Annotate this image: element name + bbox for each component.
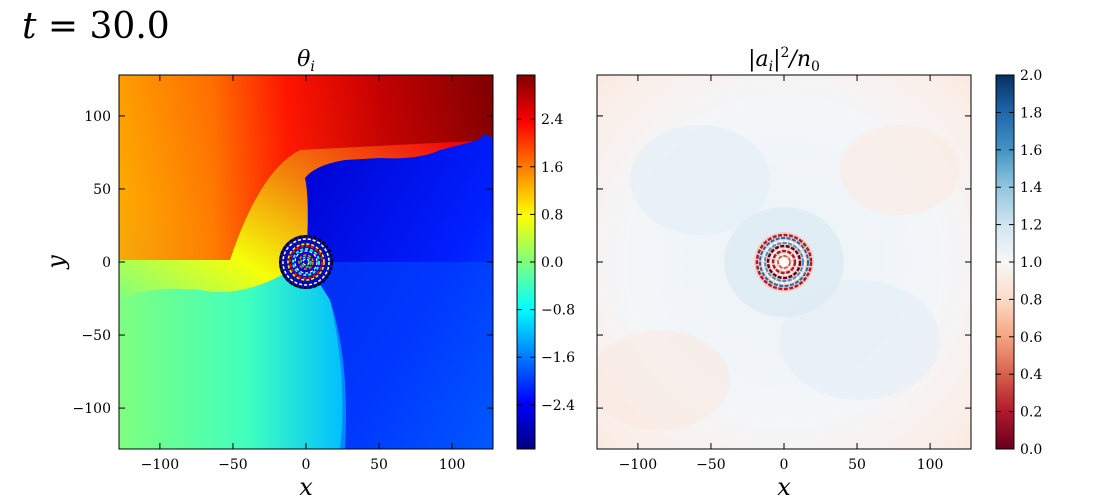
vortex-ring (764, 242, 804, 282)
x-tick-label: −50 (218, 457, 248, 473)
vortex-ring (294, 250, 318, 274)
colorbar-tick-label: −2.4 (541, 398, 575, 414)
density-blob-1 (630, 125, 770, 235)
vortex-center-spot (779, 257, 789, 267)
y-tick-label: 0 (102, 255, 111, 271)
colorbar-right-ticks: 0.0 0.2 0.4 0.6 0.8 1.0 1.2 1.4 1.6 1.8 2.0 (996, 68, 1042, 458)
title-right: |ai|2/n0 (748, 45, 820, 75)
y-tick-label: −50 (81, 328, 111, 344)
colorbar-tick-label: 0.2 (1020, 405, 1042, 421)
vortex-ring (770, 248, 798, 276)
time-label: t = 30.0 (22, 6, 170, 47)
vortex-ring (775, 253, 793, 271)
density-blob-3 (840, 125, 960, 215)
colorbar-right: 0.0 0.2 0.4 0.6 0.8 1.0 1.2 1.4 1.6 1.8 2.0 (995, 68, 1042, 458)
vortex-ring (289, 245, 323, 279)
colorbar-tick-label: 1.4 (1020, 180, 1042, 196)
x-tick-label: 100 (439, 457, 466, 473)
vortex-right (754, 232, 814, 292)
vortex-ring (282, 238, 330, 286)
ticks-right: −100 −50 0 50 100 (597, 75, 971, 473)
x-tick-label: −50 (696, 457, 726, 473)
title-left: θi (297, 47, 315, 75)
colorbar-tick-label: −0.8 (541, 303, 575, 319)
density-blob-2 (780, 280, 940, 400)
time-label-var: t (22, 6, 37, 47)
colorbar-tick-label: 1.8 (1020, 105, 1042, 121)
vortex-ring (777, 255, 791, 269)
y-tick-label: 100 (84, 109, 111, 125)
vortex-ring (771, 249, 797, 275)
colorbar-tick-label: −1.6 (541, 350, 575, 366)
xlabel-left: x (299, 473, 313, 500)
panel-left: −100 −50 0 50 100 −100 −50 0 50 100 θi x y (42, 47, 494, 501)
vortex-ring (762, 240, 806, 284)
y-tick-label: 50 (93, 182, 111, 198)
vortex-ring (302, 258, 310, 266)
vortex-ring (284, 240, 328, 284)
vortex-ring (292, 248, 320, 276)
density-heatmap (597, 75, 971, 449)
vortex-ring (766, 244, 802, 280)
vortex-ring (755, 233, 813, 291)
colorbar-tick-label: 0.6 (1020, 330, 1042, 346)
colorbar-tick-label: 0.0 (1020, 442, 1042, 458)
vortex-ring (300, 256, 312, 268)
colorbar-tick-label: 1.6 (541, 160, 563, 176)
colorbar-tick-label: 0.8 (1020, 292, 1042, 308)
colorbar-tick-label: 1.2 (1020, 218, 1042, 234)
phase-heatmap (119, 75, 493, 449)
vortex-left (279, 235, 333, 289)
time-label-eq: = 30.0 (36, 6, 170, 47)
colorbar-tick-label: 0.0 (541, 255, 563, 271)
colorbar-left-ticks: −2.4 −1.6 −0.8 0.0 0.8 1.6 2.4 (517, 112, 575, 414)
panel-right: −100 −50 0 50 100 |ai|2/n0 x (596, 45, 972, 501)
vortex-ring (298, 254, 314, 270)
colorbar-tick-label: 2.0 (1020, 68, 1042, 84)
density-blob-4 (597, 330, 730, 430)
colorbar-tick-label: 2.4 (541, 112, 563, 128)
x-tick-label: 50 (370, 457, 388, 473)
x-tick-label: 0 (302, 457, 311, 473)
colorbar-tick-label: 1.6 (1020, 143, 1042, 159)
x-tick-label: 50 (848, 457, 866, 473)
vortex-ring (296, 252, 316, 272)
ylabel-left: y (42, 255, 70, 270)
phase-field-right-lower (306, 262, 493, 449)
x-tick-label: 100 (917, 457, 944, 473)
phase-field-top (119, 75, 493, 260)
y-tick-label: −100 (73, 401, 111, 417)
colorbar-tick-label: 0.4 (1020, 367, 1042, 383)
x-tick-label: 0 (780, 457, 789, 473)
vortex-core (279, 235, 333, 289)
colorbar-left: −2.4 −1.6 −0.8 0.0 0.8 1.6 2.4 (516, 74, 575, 450)
colorbar-tick-label: 1.0 (1020, 255, 1042, 271)
xlabel-right: x (777, 473, 791, 500)
x-tick-label: −100 (619, 457, 657, 473)
vortex-ring (279, 235, 333, 289)
vortex-ring (759, 237, 809, 287)
ticks-left: −100 −50 0 50 100 −100 −50 0 50 100 (73, 75, 493, 473)
colorbar-tick-label: 0.8 (541, 207, 563, 223)
x-tick-label: −100 (141, 457, 179, 473)
vortex-ring (287, 243, 325, 281)
